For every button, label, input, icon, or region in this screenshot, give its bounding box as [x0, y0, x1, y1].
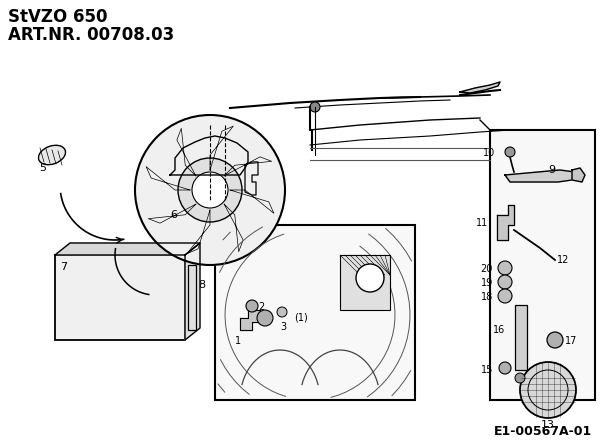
Text: E1-00567A-01: E1-00567A-01 — [494, 425, 592, 438]
Text: ART.NR. 00708.03: ART.NR. 00708.03 — [8, 26, 174, 44]
Bar — [490, 130, 595, 400]
Circle shape — [505, 147, 515, 157]
Circle shape — [257, 310, 273, 326]
Circle shape — [515, 373, 525, 383]
Circle shape — [498, 261, 512, 275]
Text: 12: 12 — [557, 255, 569, 265]
Text: 11: 11 — [476, 218, 488, 228]
Polygon shape — [185, 243, 200, 340]
Text: 15: 15 — [481, 365, 493, 375]
Circle shape — [520, 362, 576, 418]
Circle shape — [192, 172, 228, 208]
Text: 19: 19 — [481, 278, 493, 288]
Polygon shape — [245, 162, 258, 195]
Circle shape — [135, 115, 285, 265]
Circle shape — [499, 362, 511, 374]
Text: 4: 4 — [365, 271, 374, 285]
Text: 8: 8 — [198, 280, 205, 290]
Polygon shape — [177, 128, 196, 176]
Text: 16: 16 — [493, 325, 505, 335]
Text: 3: 3 — [280, 322, 286, 332]
Text: 1: 1 — [235, 336, 241, 346]
Circle shape — [277, 307, 287, 317]
Text: 7: 7 — [60, 262, 67, 272]
Polygon shape — [210, 126, 233, 170]
Text: 20: 20 — [481, 264, 493, 274]
Circle shape — [547, 332, 563, 348]
Bar — [215, 225, 415, 400]
Polygon shape — [224, 204, 243, 251]
Text: 17: 17 — [565, 336, 577, 346]
Bar — [515, 305, 527, 370]
Circle shape — [498, 289, 512, 303]
Polygon shape — [170, 136, 248, 175]
Polygon shape — [572, 168, 585, 182]
Text: 18: 18 — [481, 292, 493, 302]
Polygon shape — [505, 170, 575, 182]
Text: 2: 2 — [258, 302, 264, 312]
Polygon shape — [240, 310, 260, 330]
Text: 5: 5 — [39, 163, 46, 173]
Polygon shape — [460, 82, 500, 93]
Text: 10: 10 — [483, 148, 495, 158]
Bar — [188, 265, 196, 330]
Polygon shape — [187, 210, 210, 254]
Polygon shape — [224, 157, 272, 176]
Circle shape — [498, 275, 512, 289]
Bar — [55, 255, 185, 340]
Circle shape — [246, 300, 258, 312]
Text: 9: 9 — [548, 165, 555, 175]
Text: StVZO 650: StVZO 650 — [8, 8, 107, 26]
Text: (1): (1) — [294, 312, 308, 322]
Circle shape — [178, 158, 242, 222]
Ellipse shape — [38, 145, 65, 165]
Text: 6: 6 — [170, 210, 177, 220]
Circle shape — [356, 264, 384, 292]
Text: 13: 13 — [541, 420, 555, 430]
Polygon shape — [497, 205, 514, 240]
Polygon shape — [55, 243, 200, 255]
Text: 14: 14 — [527, 374, 539, 384]
Polygon shape — [146, 167, 190, 190]
Polygon shape — [148, 204, 196, 223]
Polygon shape — [230, 190, 274, 213]
Circle shape — [310, 102, 320, 112]
Bar — [340, 255, 390, 310]
